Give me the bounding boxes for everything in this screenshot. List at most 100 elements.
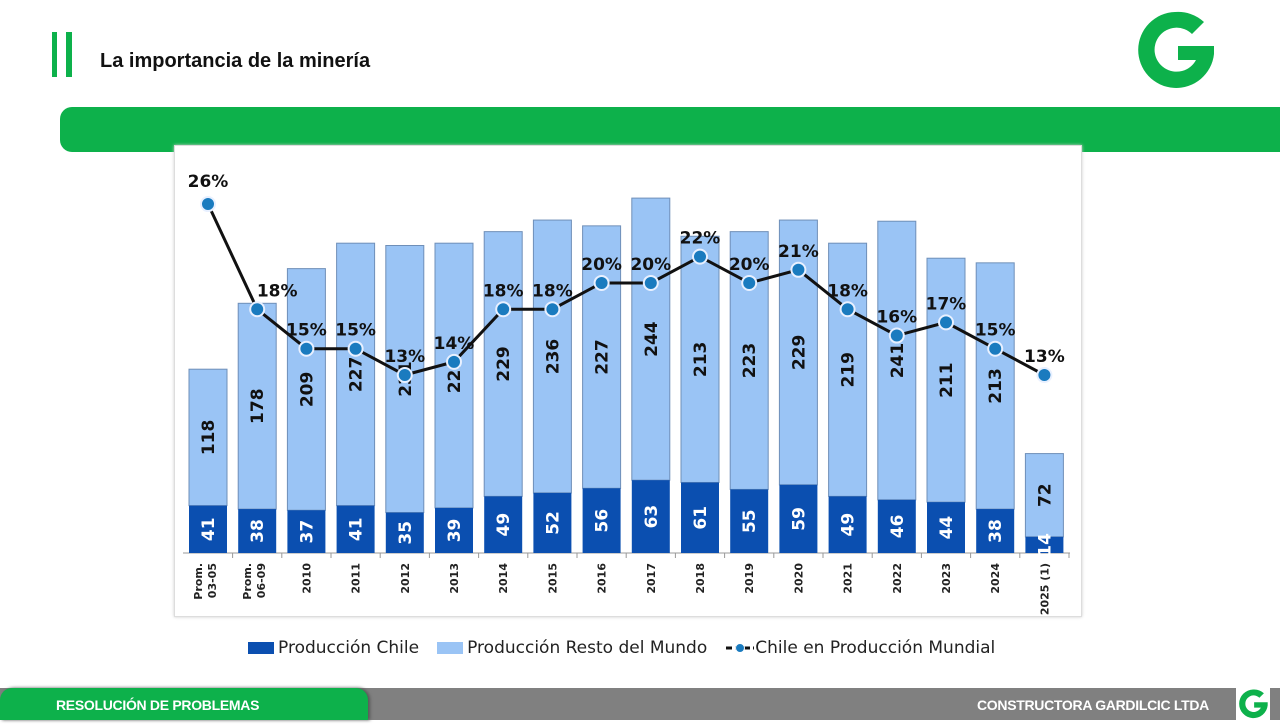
footer-logo-icon (1239, 689, 1268, 719)
title-accent-bar (52, 32, 57, 77)
title-accent-bar (66, 32, 72, 77)
x-tick-label: 2012 (399, 563, 412, 594)
data-label-rest: 227 (593, 339, 613, 375)
bar-chile (681, 482, 719, 553)
bar-rest (286, 268, 326, 511)
data-label-rest: 219 (839, 352, 859, 388)
data-label-rest: 229 (494, 346, 514, 382)
data-label-share: 18% (483, 281, 524, 301)
x-tick-label: 2025 (1) (1038, 563, 1051, 615)
data-label-rest: 227 (347, 357, 367, 393)
data-label-chile: 41 (199, 517, 219, 541)
x-tick-label: 06-09 (255, 563, 268, 598)
data-label-chile: 49 (839, 513, 859, 537)
bar-chile (927, 502, 965, 553)
data-label-share: 20% (630, 255, 671, 275)
legend-swatch (437, 642, 464, 654)
bar-chile (484, 496, 523, 553)
bar-chile (976, 509, 1015, 553)
legend: Producción Chile Producción Resto del Mu… (248, 638, 1013, 658)
share-marker (888, 327, 905, 344)
data-label-share: 26% (188, 172, 229, 192)
bar-rest (434, 242, 474, 509)
bar-chile (533, 492, 572, 553)
data-label-chile: 44 (937, 516, 957, 540)
data-label-share: 17% (926, 294, 967, 314)
bar-chile (631, 480, 670, 553)
bar-chile (435, 507, 473, 553)
bar-rest (975, 262, 1015, 510)
x-tick-label: 2024 (989, 563, 1002, 594)
x-tick-label: 2011 (350, 563, 363, 594)
data-label-share: 20% (729, 255, 770, 275)
share-marker (692, 248, 708, 265)
share-marker (200, 196, 216, 213)
legend-label: Producción Resto del Mundo (467, 638, 708, 658)
share-marker (642, 274, 659, 291)
bar-chile (730, 489, 769, 553)
data-label-chile: 61 (691, 506, 711, 530)
bar-chile (287, 510, 326, 553)
share-marker (396, 367, 413, 383)
data-label-chile: 35 (396, 521, 416, 545)
data-label-share: 18% (532, 281, 573, 301)
data-label-chile: 63 (642, 505, 662, 529)
share-marker (495, 301, 512, 318)
bar-rest (188, 368, 228, 507)
x-tick-label: 2017 (645, 563, 658, 594)
footer-company-name: CONSTRUCTORA GARDILCIC LTDA (977, 697, 1209, 713)
bar-chile (385, 512, 424, 553)
data-label-chile: 14 (1035, 533, 1055, 557)
bar-chile (877, 499, 916, 553)
data-label-share: 18% (827, 281, 868, 301)
bar-rest (483, 231, 523, 497)
data-label-share: 13% (384, 347, 425, 367)
share-marker (938, 314, 954, 331)
share-marker (593, 274, 610, 291)
data-label-rest: 213 (691, 342, 711, 378)
bar-chile (238, 509, 277, 553)
data-label-rest: 213 (986, 368, 1006, 404)
x-tick-label: 03-05 (206, 563, 219, 598)
legend-label: Producción Chile (278, 638, 420, 658)
bar-chile (828, 496, 867, 553)
bar-rest (1024, 453, 1064, 538)
share-line (206, 203, 1046, 377)
data-label-chile: 46 (888, 515, 908, 539)
data-label-share: 22% (680, 229, 721, 249)
x-tick-label: 2020 (792, 563, 805, 594)
bar-chile (779, 484, 818, 553)
x-tick-label: 2023 (940, 563, 953, 594)
data-label-chile: 56 (593, 509, 613, 533)
bar-chile (189, 505, 227, 553)
x-tick-label: 2014 (497, 563, 510, 594)
bar-rest (631, 197, 671, 481)
share-marker (1036, 367, 1053, 383)
x-tick-label: Prom. (192, 563, 205, 600)
bar-rest (532, 219, 572, 494)
share-marker (544, 301, 561, 318)
data-label-chile: 41 (347, 517, 367, 541)
x-tick-label: 2016 (596, 563, 609, 594)
share-marker (298, 340, 315, 357)
legend-item-share: Chile en Producción Mundial (725, 638, 995, 658)
bar-rest (926, 257, 966, 503)
data-label-share: 13% (1024, 347, 1065, 367)
bar-rest (828, 242, 868, 497)
footer-logo (1236, 688, 1270, 720)
data-label-share: 20% (581, 255, 622, 275)
legend-item-chile: Producción Chile (248, 638, 419, 658)
legend-label: Chile en Producción Mundial (755, 638, 996, 658)
data-label-rest: 72 (1035, 483, 1055, 507)
bar-chile (1025, 536, 1064, 553)
x-tick-label: 2010 (300, 563, 313, 594)
data-label-chile: 38 (248, 519, 268, 543)
data-label-rest: 244 (642, 321, 662, 357)
data-label-chile: 52 (543, 511, 563, 535)
share-marker (446, 353, 462, 370)
data-label-share: 15% (975, 321, 1016, 341)
data-label-share: 15% (286, 321, 327, 341)
data-label-share: 21% (778, 242, 819, 262)
x-tick-label: 2021 (842, 563, 855, 594)
data-label-chile: 39 (445, 519, 465, 543)
